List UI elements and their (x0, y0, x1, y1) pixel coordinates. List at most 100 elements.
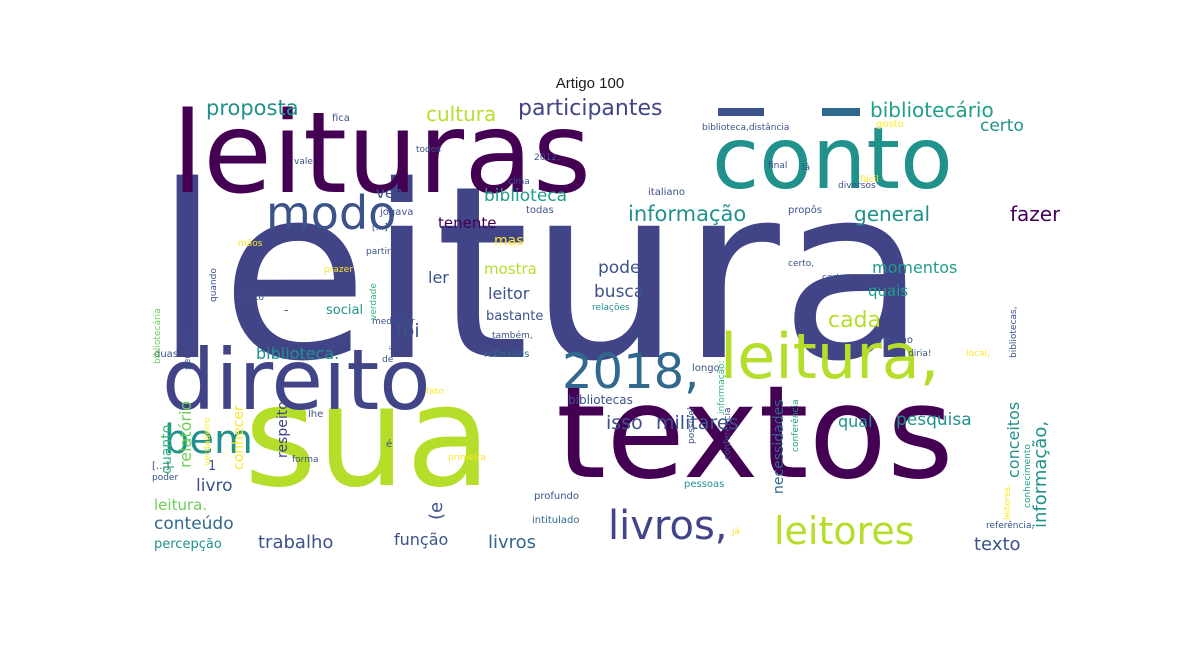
cloud-word: biblioteca (484, 186, 568, 206)
cloud-word: poder (152, 473, 179, 483)
cloud-word: leitores. (1003, 483, 1013, 520)
cloud-word: informação, (1030, 420, 1051, 528)
cloud-word: 2018, (562, 344, 700, 400)
cloud-word: possível (687, 407, 697, 444)
cloud-word: [...] (152, 461, 170, 472)
cloud-word: quando (209, 268, 219, 302)
cloud-word: mostra (484, 260, 537, 278)
cloud-word: forma (292, 455, 319, 465)
cloud-word: necessidades (771, 399, 787, 494)
cloud-word: muito (238, 293, 265, 303)
cloud-word: sua (244, 356, 492, 519)
cloud-word: cultura (426, 102, 497, 126)
cloud-word: percepção (154, 537, 222, 552)
cloud-word: leitores (774, 509, 915, 553)
cloud-word: referência, (986, 521, 1035, 531)
cloud-word: informação (628, 202, 747, 226)
cloud-word: bibliotecário (870, 98, 994, 122)
cloud-word: fica (332, 113, 350, 124)
cloud-word: momentos (872, 258, 958, 277)
cloud-word: informação: (717, 360, 727, 414)
cloud-word: conferência (723, 407, 733, 460)
cloud-word: fazer (1010, 202, 1060, 226)
cloud-word: conhecimento (1023, 444, 1033, 508)
cloud-word: mas (494, 233, 524, 249)
cloud-word: mãos (238, 239, 263, 249)
cloud-word: função (394, 530, 449, 549)
cloud-word: bastante (486, 309, 544, 324)
cloud-word: leitor (488, 284, 530, 303)
cloud-word: duas (154, 349, 179, 360)
cloud-word: conteúdo (154, 514, 234, 534)
cloud-word: pesquisa (896, 410, 972, 430)
cloud-word: leitura, (720, 320, 940, 393)
cloud-word: livre (389, 330, 399, 350)
cloud-word: bibliotecas, (1009, 306, 1019, 358)
cloud-word: certos (822, 273, 850, 283)
cloud-word: bibliotecas (568, 393, 633, 407)
cloud-word: mesmo (876, 335, 913, 346)
cloud-word: diria! (908, 349, 932, 359)
cloud-word: (e (426, 501, 447, 520)
cloud-word: primeira (448, 453, 486, 463)
cloud-word: mediador (372, 317, 415, 327)
cloud-word: perceber (183, 329, 193, 370)
cloud-word: certo, (788, 259, 815, 269)
cloud-word: conferência (791, 399, 801, 452)
cloud-word: biblioteca,distância (702, 123, 790, 133)
cloud-word: fato (426, 387, 444, 397)
cloud-word: trabalho (258, 532, 334, 553)
chart-title: Artigo 100 (555, 75, 625, 92)
cloud-word: respeito (275, 401, 291, 458)
cloud-word: participantes (518, 98, 663, 121)
cloud-word: quais (868, 282, 909, 300)
cloud-word: bibliotecária (153, 308, 163, 364)
cloud-word: italiano (648, 187, 685, 198)
cloud-word: qual (838, 412, 873, 431)
cloud-word: já (732, 527, 741, 537)
cloud-word: pode (598, 258, 641, 278)
cloud-word: é (386, 439, 393, 450)
cloud-word: leitura. (154, 496, 208, 514)
cloud-word: diversos (838, 181, 876, 191)
cloud-word: [...] (372, 223, 388, 233)
cloud-word: textos (556, 359, 954, 508)
cloud-word: prazer (324, 265, 353, 275)
cloud-word: direito (162, 331, 431, 429)
cloud-word: vale (294, 157, 313, 167)
cloud-word: busca (594, 282, 645, 302)
cloud-word: proposta (206, 98, 299, 120)
cloud-word: propôs (788, 205, 823, 216)
cloud-word: fácil (860, 175, 879, 185)
cloud-word: cada (828, 308, 882, 333)
cloud-word: relações (592, 303, 630, 313)
cloud-word: social (326, 303, 364, 318)
cloud-word: modo (266, 186, 397, 240)
cloud-word: também, (492, 331, 533, 341)
cloud-word: foi (396, 320, 420, 342)
cloud-word: tenente (438, 214, 497, 232)
cloud-word: isso (606, 412, 643, 434)
word-cloud: leitura sua textos leituras direito conto leit… (148, 98, 1060, 560)
cloud-word: longo (692, 363, 720, 374)
cloud-word: cima (508, 177, 530, 187)
cloud-word: bem (164, 417, 253, 463)
cloud-word: certo (980, 116, 1024, 136)
cloud-word: livro (196, 476, 233, 496)
cloud-word: 1 (208, 459, 217, 474)
cloud-word: partir (366, 247, 391, 257)
cloud-word: verdadeiro (203, 417, 213, 466)
cloud-word: de (382, 355, 394, 365)
cloud-word: leitura (154, 134, 927, 414)
cloud-word: - (284, 303, 289, 317)
cloud-word: ler (428, 268, 449, 287)
cloud-dash-mark (822, 108, 860, 116)
cloud-word: gosto (876, 119, 904, 130)
cloud-word: local, (966, 349, 990, 359)
cloud-word: relatório (176, 400, 195, 468)
cloud-word: militares (656, 412, 739, 434)
cloud-word: lá (802, 163, 811, 173)
cloud-word: general (854, 202, 931, 226)
cloud-dash-mark (718, 108, 764, 116)
